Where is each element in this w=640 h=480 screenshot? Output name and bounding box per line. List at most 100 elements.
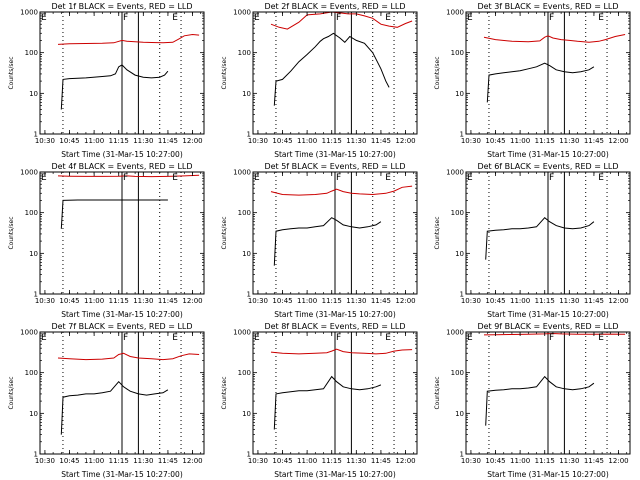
x-tick-label: 11:30 <box>133 297 153 305</box>
x-tick-label: 11:00 <box>297 297 317 305</box>
x-tick-label: 11:00 <box>510 297 530 305</box>
x-tick-label: 12:00 <box>395 297 415 305</box>
events-series-line <box>486 62 595 103</box>
x-tick-label: 10:30 <box>248 137 268 145</box>
mode-marker-label: E <box>385 13 391 23</box>
x-tick-label: 11:00 <box>297 137 317 145</box>
detector-panel: Det 9f BLACK = Events, RED = LLD Counts/s… <box>426 320 639 480</box>
x-tick-label: 12:00 <box>182 137 202 145</box>
x-tick-label: 11:45 <box>371 137 391 145</box>
x-tick-label: 11:45 <box>584 297 604 305</box>
lld-series-line <box>57 33 200 45</box>
y-axis-label: Counts/sec <box>8 56 15 89</box>
y-tick-label: 1 <box>34 131 38 139</box>
x-tick-label: 10:30 <box>248 457 268 465</box>
y-tick-label: 1 <box>460 131 464 139</box>
plot-frame <box>252 331 418 455</box>
plot-frame <box>252 171 418 295</box>
x-tick-label: 11:45 <box>158 137 178 145</box>
y-tick-label: 1 <box>34 451 38 459</box>
x-tick-label: 11:00 <box>84 457 104 465</box>
lld-series-line <box>57 352 200 361</box>
mode-marker-label: E <box>598 13 604 23</box>
mode-marker-label: F <box>336 333 341 343</box>
y-tick-label: 1000 <box>446 169 464 177</box>
mode-marker-label: F <box>123 13 128 23</box>
mode-marker-label: E <box>467 13 473 23</box>
chart-title: Det 3f BLACK = Events, RED = LLD <box>477 2 618 11</box>
lightcurve-chart: Det 7f BLACK = Events, RED = LLD Counts/s… <box>8 322 205 479</box>
x-tick-label: 12:00 <box>608 297 628 305</box>
lightcurve-chart: Det 5f BLACK = Events, RED = LLD Counts/s… <box>221 162 418 319</box>
detector-panel: Det 6f BLACK = Events, RED = LLD Counts/s… <box>426 160 639 320</box>
mode-marker-label: F <box>336 13 341 23</box>
chart-title: Det 5f BLACK = Events, RED = LLD <box>264 162 405 171</box>
y-tick-label: 1 <box>247 131 251 139</box>
y-axis-label: Counts/sec <box>8 216 15 249</box>
x-tick-label: 10:45 <box>272 457 292 465</box>
x-tick-label: 12:00 <box>182 457 202 465</box>
lld-series-line <box>483 332 626 336</box>
y-tick-label: 100 <box>25 209 38 217</box>
mode-marker-label: F <box>123 333 128 343</box>
y-axis-label: Counts/sec <box>221 216 228 249</box>
detector-panel: Det 2f BLACK = Events, RED = LLD Counts/s… <box>213 0 426 160</box>
detector-panel: Det 5f BLACK = Events, RED = LLD Counts/s… <box>213 160 426 320</box>
mode-marker-label: E <box>41 173 47 183</box>
x-tick-label: 10:30 <box>461 297 481 305</box>
x-tick-label: 11:30 <box>346 297 366 305</box>
x-tick-label: 10:45 <box>485 297 505 305</box>
detector-panel: Det 7f BLACK = Events, RED = LLD Counts/s… <box>0 320 213 480</box>
x-tick-label: 11:30 <box>346 137 366 145</box>
mode-marker-label: E <box>385 173 391 183</box>
x-tick-label: 11:30 <box>559 457 579 465</box>
x-tick-label: 11:45 <box>584 137 604 145</box>
x-tick-label: 10:45 <box>272 297 292 305</box>
x-tick-label: 10:45 <box>59 457 79 465</box>
x-axis-label: Start Time (31-Mar-15 10:27:00) <box>487 470 609 479</box>
y-axis-label: Counts/sec <box>434 376 441 409</box>
x-tick-label: 11:45 <box>158 297 178 305</box>
lld-series-line <box>483 34 626 43</box>
y-tick-label: 1000 <box>20 169 38 177</box>
x-tick-label: 11:15 <box>109 297 129 305</box>
events-series-line <box>485 375 595 426</box>
y-tick-label: 1 <box>34 291 38 299</box>
x-tick-label: 12:00 <box>608 137 628 145</box>
y-tick-label: 100 <box>25 369 38 377</box>
plot-frame <box>465 331 631 455</box>
lightcurve-chart: Det 6f BLACK = Events, RED = LLD Counts/s… <box>434 162 631 319</box>
x-tick-label: 11:15 <box>109 457 129 465</box>
x-tick-label: 11:15 <box>322 137 342 145</box>
y-tick-label: 1000 <box>446 9 464 17</box>
x-tick-label: 11:30 <box>133 137 153 145</box>
mode-marker-label: E <box>254 13 260 23</box>
y-tick-label: 10 <box>242 90 251 98</box>
y-axis-label: Counts/sec <box>221 56 228 89</box>
x-tick-label: 10:45 <box>485 137 505 145</box>
x-tick-label: 11:15 <box>109 137 129 145</box>
y-tick-label: 1 <box>460 451 464 459</box>
x-tick-label: 10:45 <box>272 137 292 145</box>
mode-marker-label: F <box>549 13 554 23</box>
mode-marker-label: E <box>598 173 604 183</box>
x-axis-label: Start Time (31-Mar-15 10:27:00) <box>61 470 183 479</box>
mode-marker-label: E <box>41 13 47 23</box>
chart-title: Det 7f BLACK = Events, RED = LLD <box>51 322 192 331</box>
y-tick-label: 100 <box>238 369 251 377</box>
chart-title: Det 8f BLACK = Events, RED = LLD <box>264 322 405 331</box>
x-tick-label: 12:00 <box>182 297 202 305</box>
detector-panel: Det 8f BLACK = Events, RED = LLD Counts/s… <box>213 320 426 480</box>
events-series-line <box>60 64 169 110</box>
plot-frame <box>465 11 631 135</box>
y-tick-label: 10 <box>29 250 38 258</box>
lightcurve-chart: Det 1f BLACK = Events, RED = LLD Counts/s… <box>8 2 205 159</box>
x-tick-label: 10:45 <box>485 457 505 465</box>
mode-marker-label: F <box>549 333 554 343</box>
chart-title: Det 6f BLACK = Events, RED = LLD <box>477 162 618 171</box>
lightcurve-chart: Det 8f BLACK = Events, RED = LLD Counts/s… <box>221 322 418 479</box>
x-tick-label: 10:30 <box>248 297 268 305</box>
mode-marker-label: E <box>254 333 260 343</box>
x-tick-label: 11:15 <box>535 297 555 305</box>
mode-marker-label: F <box>123 173 128 183</box>
